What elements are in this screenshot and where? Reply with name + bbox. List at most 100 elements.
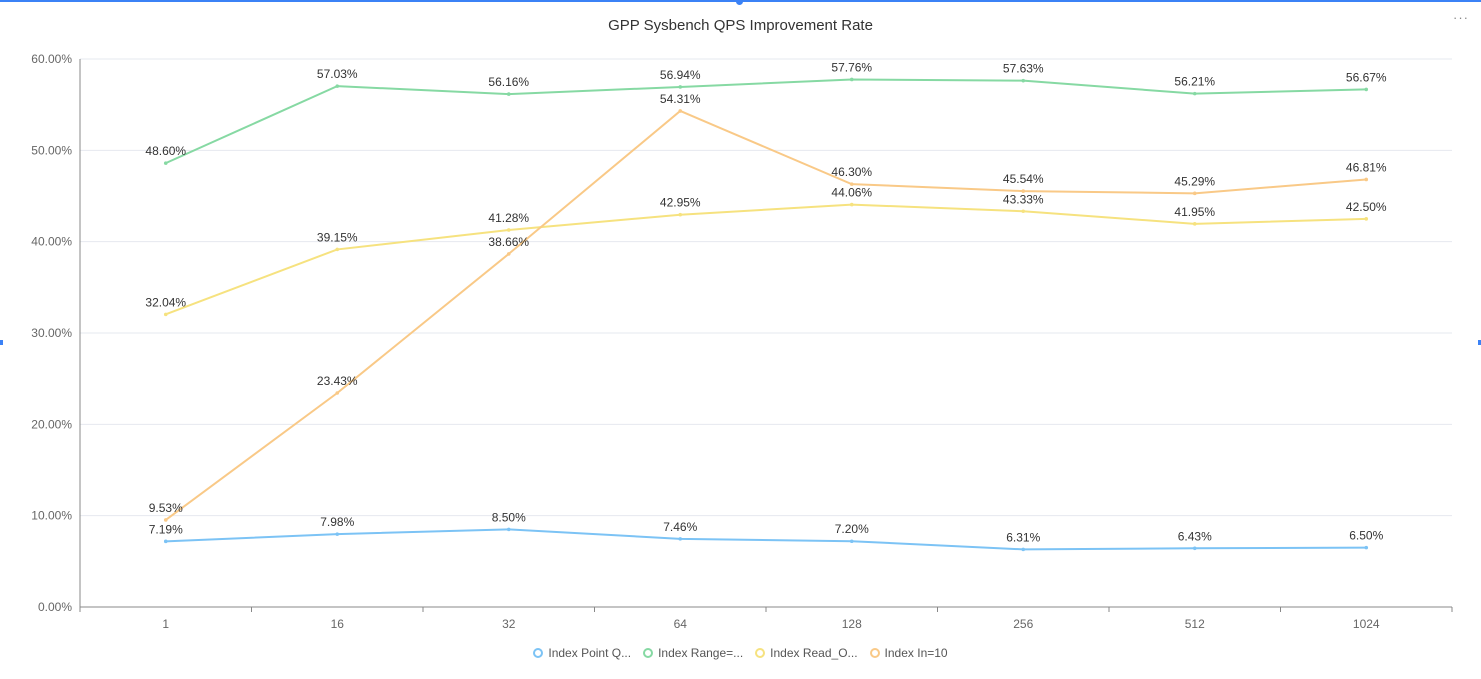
legend-item[interactable]: Index Point Q...	[533, 646, 631, 660]
data-point	[1364, 87, 1369, 92]
data-label: 56.94%	[660, 68, 701, 82]
data-point	[506, 92, 511, 96]
chart-legend: Index Point Q... Index Range=... Index Rea…	[0, 646, 1481, 660]
legend-circle-icon	[869, 648, 880, 658]
y-tick-label: 30.00%	[31, 326, 72, 340]
legend-circle-icon	[533, 648, 544, 658]
data-label: 6.43%	[1178, 529, 1212, 543]
data-label: 41.95%	[1174, 205, 1215, 219]
resize-handle-right[interactable]	[1478, 340, 1481, 345]
x-tick-label: 32	[502, 617, 516, 631]
y-tick-label: 40.00%	[31, 235, 72, 249]
data-label: 45.29%	[1174, 174, 1215, 188]
data-point	[678, 85, 683, 89]
y-tick-label: 60.00%	[31, 52, 72, 66]
legend-label: Index In=10	[884, 646, 948, 660]
data-label: 42.50%	[1346, 200, 1387, 214]
legend-circle-icon	[755, 648, 766, 658]
data-point	[1021, 547, 1026, 552]
series-line-0	[165, 528, 1367, 551]
x-tick-label: 64	[674, 617, 688, 631]
data-point	[163, 312, 168, 317]
data-label: 9.53%	[149, 501, 183, 515]
more-options-button[interactable]: ···	[1453, 10, 1469, 25]
data-point	[849, 77, 854, 82]
data-label: 7.20%	[835, 522, 869, 536]
data-point	[335, 247, 340, 252]
data-label: 54.31%	[660, 92, 701, 106]
data-label: 7.46%	[663, 520, 697, 534]
data-point	[163, 539, 168, 544]
x-tick-label: 512	[1185, 617, 1205, 631]
data-point	[849, 539, 854, 544]
data-label: 8.50%	[492, 510, 526, 524]
data-point	[1192, 546, 1197, 551]
data-point	[335, 84, 340, 88]
legend-circle-icon	[643, 648, 654, 658]
data-label: 56.16%	[488, 75, 529, 89]
data-label: 6.31%	[1006, 530, 1040, 544]
x-tick-label: 1024	[1353, 617, 1380, 631]
y-tick-label: 20.00%	[31, 417, 72, 431]
resize-handle-top[interactable]	[736, 0, 743, 5]
data-label: 46.81%	[1346, 160, 1387, 174]
data-point	[1192, 191, 1197, 196]
legend-item[interactable]: Index Read_O...	[755, 646, 858, 660]
data-point	[1364, 545, 1369, 550]
data-label: 56.67%	[1346, 70, 1387, 84]
legend-item[interactable]: Index Range=...	[643, 646, 743, 660]
legend-label: Index Range=...	[658, 646, 744, 660]
data-label: 44.06%	[831, 186, 872, 200]
data-point	[678, 537, 683, 541]
legend-label: Index Point Q...	[548, 646, 632, 660]
data-label: 43.33%	[1003, 192, 1044, 206]
data-label: 48.60%	[145, 144, 186, 158]
data-label: 7.19%	[149, 522, 183, 536]
x-tick-label: 128	[842, 617, 862, 631]
y-tick-label: 0.00%	[38, 600, 72, 614]
data-label: 57.03%	[317, 67, 358, 81]
series-line-1	[165, 78, 1367, 165]
y-tick-label: 50.00%	[31, 143, 72, 157]
data-label: 41.28%	[488, 211, 529, 225]
series-line-3	[165, 109, 1367, 521]
data-label: 45.54%	[1003, 172, 1044, 186]
legend-item[interactable]: Index In=10	[869, 646, 948, 660]
data-point	[335, 391, 340, 395]
data-point	[849, 202, 854, 207]
data-point	[163, 161, 168, 165]
data-point	[1021, 209, 1026, 214]
data-point	[506, 228, 511, 232]
data-label: 23.43%	[317, 374, 358, 388]
x-tick-label: 16	[331, 617, 345, 631]
data-label: 56.21%	[1174, 75, 1215, 89]
data-point	[849, 182, 854, 186]
data-point	[1364, 217, 1369, 221]
data-label: 57.63%	[1003, 62, 1044, 76]
chart-title: GPP Sysbench QPS Improvement Rate	[608, 17, 873, 34]
y-tick-label: 10.00%	[31, 509, 72, 523]
data-label: 38.66%	[488, 235, 529, 249]
data-point	[1021, 78, 1026, 83]
data-point	[1364, 177, 1369, 182]
data-point	[1021, 189, 1026, 193]
data-point	[506, 252, 511, 256]
data-point	[506, 527, 511, 532]
data-point	[335, 532, 340, 536]
x-tick-label: 1	[162, 617, 169, 631]
data-point	[1192, 91, 1197, 96]
data-label: 39.15%	[317, 230, 358, 244]
data-point	[1192, 222, 1197, 226]
series-line-2	[165, 203, 1367, 316]
data-label: 32.04%	[145, 295, 186, 309]
data-point	[678, 212, 683, 217]
data-label: 46.30%	[831, 165, 872, 179]
data-label: 6.50%	[1349, 529, 1383, 543]
data-label: 7.98%	[320, 515, 354, 529]
data-label: 42.95%	[660, 196, 701, 210]
resize-handle-left[interactable]	[0, 340, 3, 345]
x-tick-label: 256	[1013, 617, 1033, 631]
data-point	[163, 518, 168, 522]
data-label: 57.76%	[831, 60, 872, 74]
